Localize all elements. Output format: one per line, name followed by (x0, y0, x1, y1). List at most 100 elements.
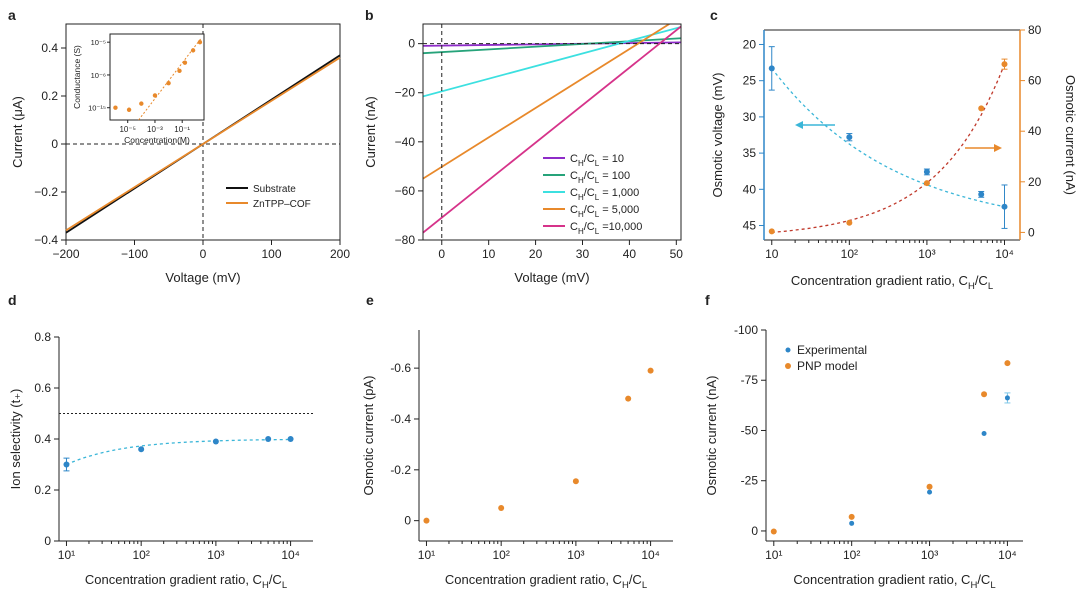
current-point (923, 180, 930, 187)
inset-point (197, 39, 203, 45)
y-axis-label: Current (μA) (10, 96, 25, 168)
x-axis-label: Concentration gradient ratio, CH/CL (85, 572, 287, 591)
y-axis-label: Ion selectivity (t₊) (8, 389, 23, 490)
voltage-point (978, 191, 985, 198)
inset-point (126, 107, 132, 112)
panel-label-c: c (710, 7, 718, 23)
x-ticklabel: 10² (843, 548, 860, 562)
series-line-4 (423, 25, 681, 234)
y-tick-label: 0 (404, 514, 411, 528)
y-tick-label: -0.6 (390, 361, 411, 375)
inset-x-tick-label: 10⁻³ (147, 125, 163, 134)
series-line-3 (423, 24, 670, 180)
x-tick-label: 100 (261, 247, 281, 261)
x-tick-label: −200 (52, 247, 79, 261)
panel-a: a −200 −100 0 100 200 −0.4 −0.2 0 0.2 0.4 Voltage (… (8, 7, 350, 285)
x-ticklabel: 10² (493, 548, 510, 562)
y-right-tick-label: 60 (1028, 74, 1042, 88)
y-tick-label: 0 (44, 534, 51, 548)
series-line-zntpp-cof (65, 56, 341, 232)
x-ticklabel: 10¹ (765, 548, 782, 562)
experimental-point (981, 430, 987, 436)
y-tick-label: 0.4 (34, 432, 51, 446)
panel-label-e: e (366, 292, 374, 308)
panel-f: f 10¹ 10² 10³ 10⁴ 0 -25 -50 -75 -100 Experimental P… (704, 292, 1023, 591)
y-axis-label: Current (nA) (363, 96, 378, 168)
inset-y-tick-label: 10⁻⁶ (91, 71, 106, 80)
inset-point (182, 60, 188, 65)
fit-curve (66, 438, 291, 466)
inset-y-tick-label: 10⁻⁵ (91, 38, 106, 47)
inset-x-label: Concentration(M) (124, 135, 190, 145)
panel-label-f: f (705, 292, 710, 308)
x-ticklabel: 10⁴ (281, 548, 300, 562)
experimental-point (849, 520, 855, 526)
inset-point (177, 68, 182, 74)
data-point (212, 438, 219, 445)
y-tick-label: 0.2 (41, 89, 58, 103)
legend-label: CH/CL = 10 (570, 153, 624, 168)
y-tick-label: −0.2 (34, 185, 58, 199)
x-ticklabel: 10² (133, 548, 150, 562)
y-tick-label: -50 (741, 423, 759, 437)
y-tick-label: −0.4 (34, 233, 58, 247)
data-point (625, 395, 632, 402)
x-tick-label: 30 (576, 247, 590, 261)
legend-label: Experimental (797, 343, 867, 357)
panel-c: c 10 10² 10³ 10⁴ 20 25 30 35 40 45 0 20 40 60 80 Concent… (710, 7, 1078, 292)
panel-label-d: d (8, 292, 17, 308)
y-tick-label: −60 (395, 184, 416, 198)
voltage-fit-curve (771, 67, 1005, 208)
series-line-2 (423, 26, 681, 98)
x-ticklabel: 10³ (918, 247, 935, 261)
y-left-tick-label: 45 (743, 219, 757, 233)
y-tick-label: -0.2 (390, 463, 411, 477)
y-right-tick-label: 80 (1028, 23, 1042, 37)
voltage-point (923, 168, 930, 175)
pnp-model-point (848, 513, 855, 520)
data-point (138, 446, 145, 453)
pnp-model-point (1004, 360, 1011, 367)
series-line-1 (423, 37, 681, 55)
x-tick-label: 0 (200, 247, 207, 261)
inset-y-tick-label: 10⁻¹⁵ (88, 104, 106, 113)
legend-label: CH/CL = 5,000 (570, 204, 639, 219)
y-tick-label: −20 (395, 86, 416, 100)
y-left-tick-label: 35 (743, 146, 757, 160)
y-tick-label: -0.4 (390, 412, 411, 426)
legend-label: PNP model (797, 359, 857, 373)
y-tick-label: 0.4 (41, 41, 58, 55)
panel-e: e 10¹ 10² 10³ 10⁴ 0 -0.2 -0.4 -0.6 Concentration … (361, 292, 673, 591)
x-axis-label: Concentration gradient ratio, CH/CL (445, 572, 647, 591)
y-tick-label: 0 (408, 37, 415, 51)
y-tick-label: −40 (395, 135, 416, 149)
data-point (498, 504, 505, 511)
data-point (572, 478, 579, 485)
data-point (287, 436, 294, 442)
data-point (63, 461, 70, 468)
panel-label-b: b (365, 7, 374, 23)
legend-label: CH/CL =10,000 (570, 221, 642, 236)
panel-b: b 0 10 20 30 40 50 −80 −60 −40 −20 0 Voltage (mV) Cur… (363, 7, 683, 285)
x-ticklabel: 10³ (567, 548, 584, 562)
experimental-point (927, 489, 933, 495)
y-left-tick-label: 30 (743, 110, 757, 124)
x-ticklabel: 10² (841, 247, 858, 261)
y-left-tick-label: 40 (743, 182, 757, 196)
y-right-tick-label: 40 (1028, 124, 1042, 138)
x-ticklabel: 10 (765, 247, 779, 261)
current-point (978, 105, 985, 112)
y-tick-label: 0 (751, 524, 758, 538)
y-axis-label: Osmotic current (nA) (704, 376, 719, 496)
legend-marker (785, 363, 791, 369)
pnp-model-point (926, 483, 933, 490)
y-tick-label: −80 (395, 233, 416, 247)
experimental-point (1004, 395, 1010, 401)
data-point (265, 436, 272, 442)
data-point (423, 517, 430, 524)
x-tick-label: 20 (529, 247, 543, 261)
legend-label: ZnTPP–COF (253, 199, 311, 210)
panel-d: d 10¹ 10² 10³ 10⁴ 0 0.2 0.4 0.6 0.8 Concentration … (8, 292, 313, 591)
y-tick-label: 0.8 (34, 330, 51, 344)
